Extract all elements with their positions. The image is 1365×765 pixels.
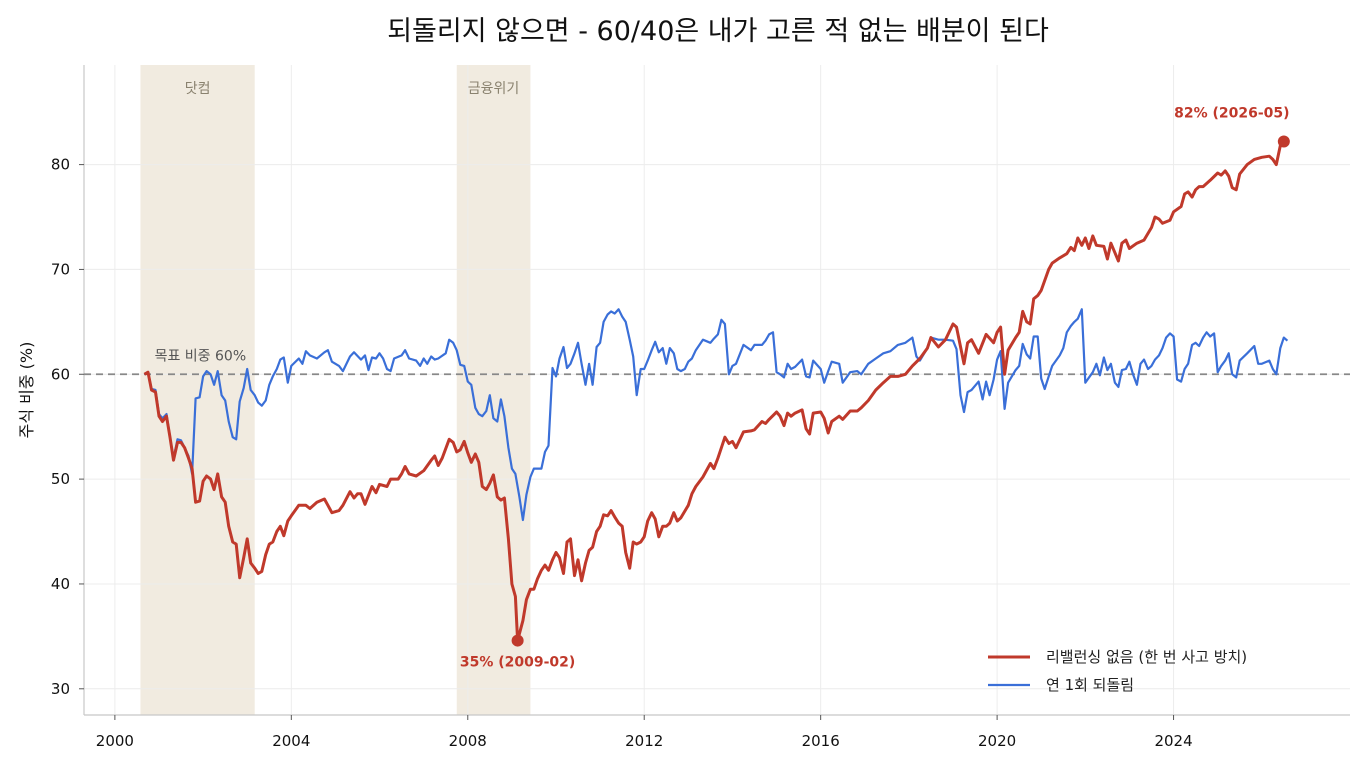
x-tick-label: 2020 — [978, 732, 1016, 750]
y-tick-label: 40 — [51, 575, 70, 593]
legend-label-no-rebalance: 리밸런싱 없음 (한 번 사고 방치) — [1046, 648, 1247, 666]
plot-area: 닷컴 금융위기 2000 2004 2008 2012 2016 2020 2024 30 40 50… — [51, 65, 1350, 750]
y-axis-label: 주식 비중 (%) — [17, 342, 36, 439]
y-tick-label: 70 — [51, 260, 70, 278]
x-tick-label: 2004 — [272, 732, 310, 750]
y-tick-label: 30 — [51, 680, 70, 698]
series-line-no-rebalance — [143, 140, 1285, 643]
y-tick-label: 80 — [51, 156, 70, 174]
shaded-period-0 — [140, 65, 255, 715]
x-tick-label: 2008 — [449, 732, 487, 750]
x-tick-label: 2024 — [1154, 732, 1192, 750]
target-line-label: 목표 비중 60% — [155, 348, 247, 364]
legend-label-annual-rebalance: 연 1회 되돌림 — [1046, 676, 1134, 694]
y-tick-label: 50 — [51, 470, 70, 488]
shaded-period-1 — [456, 65, 531, 715]
x-tick-label: 2016 — [802, 732, 840, 750]
annotation-end-marker — [1277, 135, 1290, 148]
legend: 리밸런싱 없음 (한 번 사고 방치) 연 1회 되돌림 — [988, 648, 1247, 694]
shaded-period-label: 닷컴 — [185, 81, 211, 97]
annotation-end-label: 82% (2026-05) — [1174, 106, 1289, 122]
x-tick-label: 2000 — [96, 732, 134, 750]
y-tick-label: 60 — [51, 365, 70, 383]
annotation-min-marker — [511, 634, 524, 647]
x-tick-label: 2012 — [625, 732, 663, 750]
chart-title: 되돌리지 않으면 - 60/40은 내가 고른 적 없는 배분이 된다 — [387, 16, 1049, 47]
shaded-period-label: 금융위기 — [468, 81, 520, 97]
annotation-min-label: 35% (2009-02) — [460, 655, 575, 671]
series-line-annual-rebalance — [143, 308, 1289, 522]
